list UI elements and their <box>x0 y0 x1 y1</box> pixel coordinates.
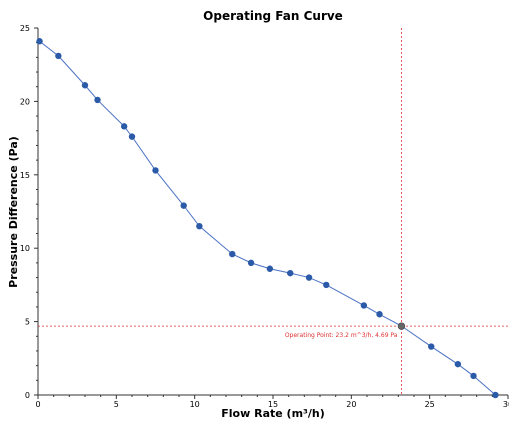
data-point <box>360 302 368 309</box>
operating-point-label: Operating Point: 23.2 m^3/h, 4.69 Pa <box>285 332 398 339</box>
data-point <box>152 167 159 174</box>
data-point <box>454 360 462 368</box>
data-point <box>120 123 128 130</box>
data-point <box>492 391 499 399</box>
x-tick-label: 10 <box>190 400 200 409</box>
data-point <box>55 52 62 60</box>
data-point <box>287 269 294 277</box>
data-point <box>247 259 255 267</box>
x-tick-label: 5 <box>114 400 119 409</box>
fan-curve-line <box>39 40 496 396</box>
data-point <box>229 250 236 258</box>
y-tick-label: 10 <box>20 244 30 253</box>
x-tick-label: 20 <box>346 400 356 409</box>
data-point <box>196 222 203 230</box>
y-tick-label: 5 <box>25 318 30 327</box>
x-tick-label: 25 <box>425 400 435 409</box>
x-tick-label: 15 <box>268 400 278 409</box>
data-point <box>470 372 477 380</box>
data-point <box>81 82 89 89</box>
y-tick-label: 0 <box>25 391 30 400</box>
data-point <box>128 133 136 140</box>
x-tick-label: 0 <box>35 400 40 409</box>
operating-point-marker <box>397 322 406 330</box>
data-point <box>266 265 274 272</box>
data-point <box>94 96 101 104</box>
plot-area: 0 5 10 15 20 25 30 0 5 10 15 20 25 Operating Point: 2… <box>20 24 509 409</box>
data-point <box>180 202 187 209</box>
x-tick-label: 30 <box>503 400 509 409</box>
chart-title: Operating Fan Curve <box>203 9 343 23</box>
y-tick-label: 15 <box>20 171 30 180</box>
x-axis-label: Flow Rate (m³/h) <box>221 407 324 420</box>
y-tick-label: 25 <box>20 24 30 33</box>
data-point <box>428 343 435 350</box>
y-axis-label: Pressure Difference (Pa) <box>7 136 20 288</box>
y-tick-label: 20 <box>20 97 30 106</box>
data-point <box>36 38 43 45</box>
data-point <box>376 311 383 318</box>
data-point <box>323 281 330 289</box>
data-point <box>305 274 313 281</box>
